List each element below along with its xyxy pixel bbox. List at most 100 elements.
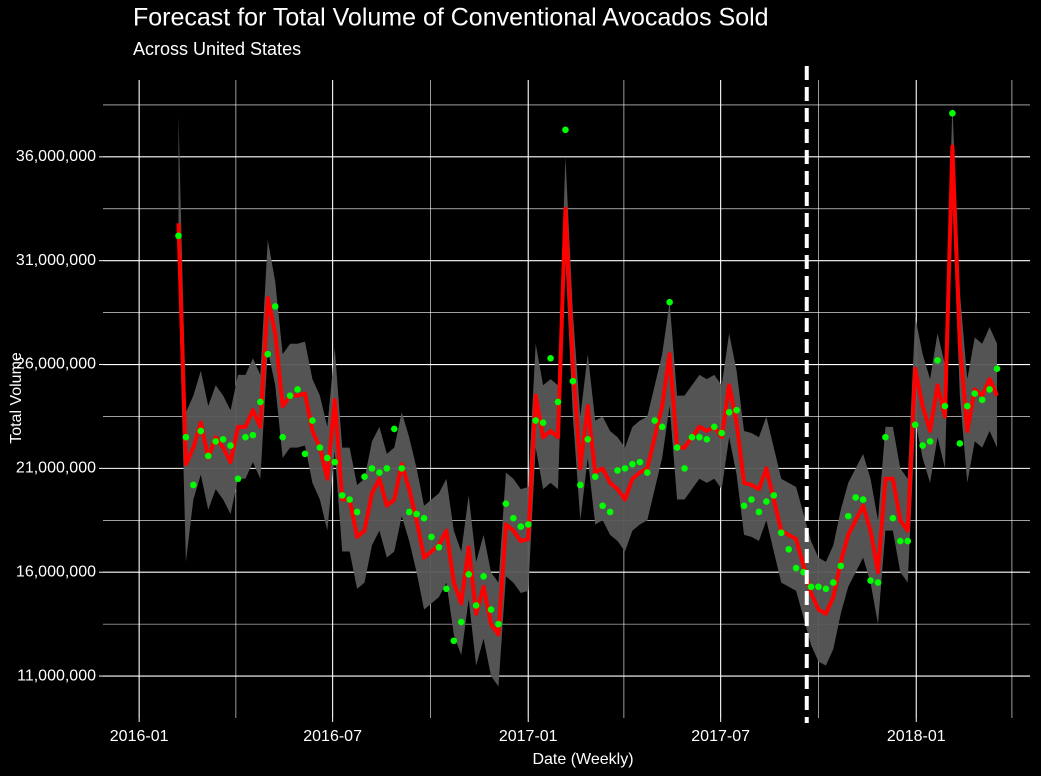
actual-point (204, 452, 212, 460)
actual-point (249, 431, 257, 439)
actual-point (621, 465, 629, 472)
actual-point (390, 425, 398, 433)
actual-point (524, 521, 532, 528)
actual-point (763, 498, 770, 505)
actual-point (443, 585, 450, 593)
actual-point (517, 523, 525, 530)
actual-point (681, 465, 688, 472)
actual-point (510, 514, 517, 522)
x-tick-label: 2017-07 (691, 728, 750, 745)
actual-point (338, 492, 346, 499)
actual-point (651, 417, 659, 424)
actual-point (324, 454, 331, 462)
actual-point (978, 396, 986, 404)
actual-point (331, 458, 339, 466)
actual-point (956, 440, 964, 447)
actual-point (472, 602, 480, 609)
actual-point (792, 564, 800, 572)
actual-point (309, 417, 316, 424)
actual-point (934, 357, 941, 364)
actual-point (889, 514, 897, 522)
actual-point (286, 392, 294, 399)
actual-point (271, 303, 279, 310)
actual-point (993, 365, 1001, 372)
y-tick-label: 11,000,000 (17, 667, 96, 684)
actual-point (971, 390, 979, 397)
actual-point (614, 467, 621, 474)
actual-point (629, 460, 636, 468)
actual-point (495, 620, 502, 628)
actual-point (346, 496, 353, 503)
actual-point (577, 481, 584, 489)
actual-point (457, 618, 465, 626)
actual-point (606, 508, 614, 516)
actual-point (413, 510, 420, 518)
actual-point (219, 435, 227, 443)
y-tick-label: 36,000,000 (16, 148, 96, 165)
actual-point (264, 350, 272, 358)
actual-point (420, 514, 428, 522)
actual-point (301, 450, 309, 458)
actual-point (234, 475, 242, 483)
x-axis-label: Date (Weekly) (532, 751, 633, 768)
forecast-line (176, 144, 999, 637)
actual-point (487, 606, 495, 613)
actual-point (949, 109, 956, 117)
actual-point (882, 433, 889, 441)
actual-point (725, 408, 733, 416)
actual-point (844, 512, 852, 520)
actual-point (926, 438, 934, 445)
marks (175, 66, 1001, 723)
chart-title: Forecast for Total Volume of Conventiona… (133, 4, 769, 32)
actual-point (257, 398, 264, 406)
actual-point (554, 398, 562, 406)
actual-point (353, 508, 361, 516)
actual-point (859, 496, 867, 503)
actual-point (636, 458, 644, 466)
actual-point (815, 583, 822, 591)
actual-point (919, 442, 926, 449)
actual-point (279, 433, 286, 441)
actual-point (673, 444, 681, 451)
actual-point (703, 435, 711, 443)
actual-point (740, 502, 748, 510)
actual-point (539, 419, 547, 426)
actual-point (242, 433, 249, 441)
actual-point (368, 465, 376, 472)
actual-point (696, 433, 703, 441)
actual-point (465, 570, 472, 578)
actual-point (688, 433, 696, 441)
x-tick-label: 2016-07 (303, 728, 362, 745)
x-tick-label: 2018-01 (887, 728, 946, 745)
chart-subtitle: Across United States (133, 39, 301, 59)
actual-point (182, 433, 190, 441)
actual-point (785, 546, 792, 553)
actual-point (904, 537, 912, 545)
actual-point (733, 406, 740, 414)
actual-point (599, 502, 606, 510)
actual-point (748, 496, 755, 503)
actual-point (837, 562, 845, 570)
actual-point (428, 533, 435, 541)
actual-point (718, 429, 726, 437)
actual-point (562, 126, 569, 134)
actual-point (547, 354, 554, 362)
actual-point (897, 537, 904, 545)
actual-point (911, 421, 919, 429)
actual-point (830, 579, 837, 586)
actual-point (666, 298, 673, 306)
actual-point (591, 473, 599, 480)
actual-point (770, 492, 778, 499)
actual-point (963, 402, 971, 410)
actual-point (383, 465, 391, 472)
actual-point (822, 585, 830, 593)
actual-point (807, 583, 815, 591)
actual-point (584, 435, 592, 443)
actual-point (212, 438, 219, 445)
y-axis-label: Total Volume (8, 352, 25, 444)
x-tick-label: 2016-01 (110, 728, 169, 745)
actual-point (502, 500, 510, 507)
x-tick-label: 2017-01 (499, 728, 558, 745)
